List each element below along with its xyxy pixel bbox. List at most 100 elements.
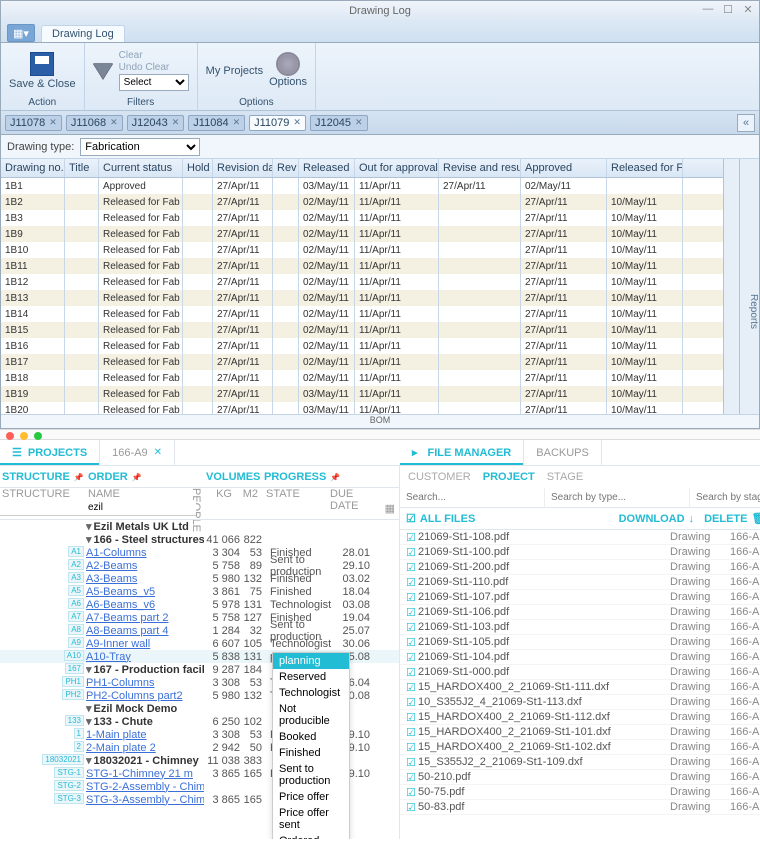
my-projects-button[interactable]: My Projects bbox=[206, 65, 263, 77]
table-row[interactable]: 1B17 Released for Fab 27/Apr/11 02/May/1… bbox=[1, 354, 723, 370]
table-row[interactable]: 1B9 Released for Fab 27/Apr/11 02/May/11… bbox=[1, 226, 723, 242]
file-row[interactable]: 21069-St1-200.pdfDrawing166-A1 bbox=[400, 560, 760, 575]
menu-item[interactable]: Price offer sent bbox=[273, 805, 349, 833]
pin-icon[interactable] bbox=[74, 471, 84, 483]
file-checkbox[interactable] bbox=[406, 681, 418, 694]
col-released[interactable]: Released bbox=[299, 159, 355, 177]
file-checkbox[interactable] bbox=[406, 546, 418, 559]
close-tab-icon[interactable]: ✕ bbox=[110, 117, 118, 128]
project-row[interactable]: A5 A5-Beams_v5 3 86175 Finished18.04 bbox=[0, 585, 399, 598]
tab-backups[interactable]: BACKUPS bbox=[524, 440, 602, 465]
menu-item[interactable]: Sent to production bbox=[273, 761, 349, 789]
collapse-panel-icon[interactable]: « bbox=[737, 114, 755, 132]
file-checkbox[interactable] bbox=[406, 696, 418, 709]
delete-button[interactable]: DELETE bbox=[704, 513, 747, 525]
home-button[interactable]: ▦▾ bbox=[7, 24, 35, 42]
table-row[interactable]: 1B14 Released for Fab 27/Apr/11 02/May/1… bbox=[1, 306, 723, 322]
file-checkbox[interactable] bbox=[406, 651, 418, 664]
file-row[interactable]: 50-83.pdfDrawing166-A2 bbox=[400, 800, 760, 815]
download-button[interactable]: DOWNLOAD bbox=[619, 513, 685, 525]
menu-item[interactable]: Finished bbox=[273, 745, 349, 761]
menu-item[interactable]: planning bbox=[273, 653, 349, 669]
file-checkbox[interactable] bbox=[406, 591, 418, 604]
search-stage-input[interactable] bbox=[689, 488, 760, 507]
file-checkbox[interactable] bbox=[406, 531, 418, 544]
file-checkbox[interactable] bbox=[406, 561, 418, 574]
file-row[interactable]: 21069-St1-104.pdfDrawing166-A1 bbox=[400, 650, 760, 665]
tab-job[interactable]: 166-A9 ✕ bbox=[100, 440, 175, 465]
file-checkbox[interactable] bbox=[406, 726, 418, 739]
menu-item[interactable]: Technologist bbox=[273, 685, 349, 701]
bom-tab[interactable]: BOM bbox=[1, 414, 759, 428]
file-checkbox[interactable] bbox=[406, 786, 418, 799]
file-row[interactable]: 21069-St1-106.pdfDrawing166-A1 bbox=[400, 605, 760, 620]
project-row[interactable]: A2 A2-Beams 5 75889 Sent to production29… bbox=[0, 559, 399, 572]
crumb-project[interactable]: PROJECT bbox=[483, 471, 535, 483]
head-progress[interactable]: PROGRESS bbox=[264, 471, 326, 483]
table-row[interactable]: 1B18 Released for Fab 27/Apr/11 02/May/1… bbox=[1, 370, 723, 386]
file-checkbox[interactable] bbox=[406, 576, 418, 589]
project-row[interactable]: A6 A6-Beams_v6 5 978131 Technologist03.0… bbox=[0, 598, 399, 611]
job-tab[interactable]: J12045✕ bbox=[310, 115, 368, 131]
file-checkbox[interactable] bbox=[406, 666, 418, 679]
job-tab[interactable]: J11084✕ bbox=[188, 115, 245, 131]
file-checkbox[interactable] bbox=[406, 741, 418, 754]
filter-button[interactable] bbox=[93, 63, 113, 79]
file-row[interactable]: 50-75.pdfDrawing166-A2 bbox=[400, 785, 760, 800]
file-checkbox[interactable] bbox=[406, 801, 418, 814]
file-row[interactable]: 15_S355J2_2_21069-St1-109.dxfDrawing166-… bbox=[400, 755, 760, 770]
filter-name-input[interactable] bbox=[86, 500, 196, 516]
tab-file-manager[interactable]: FILE MANAGER bbox=[400, 440, 524, 465]
job-tab[interactable]: J11078✕ bbox=[5, 115, 62, 131]
file-row[interactable]: 50-210.pdfDrawing166-A2 bbox=[400, 770, 760, 785]
table-row[interactable]: 1B2 Released for Fab 27/Apr/11 02/May/11… bbox=[1, 194, 723, 210]
file-row[interactable]: 21069-St1-000.pdfDrawing166-A1 bbox=[400, 665, 760, 680]
col-title[interactable]: Title bbox=[65, 159, 99, 177]
search-input[interactable] bbox=[400, 488, 544, 507]
file-row[interactable]: 21069-St1-100.pdfDrawing166-A1 bbox=[400, 545, 760, 560]
file-row[interactable]: 21069-St1-110.pdfDrawing166-A1 bbox=[400, 575, 760, 590]
col-out-for-approval[interactable]: Out for approval bbox=[355, 159, 439, 177]
col-hold[interactable]: Hold bbox=[183, 159, 213, 177]
pin-icon[interactable] bbox=[132, 471, 142, 483]
file-checkbox[interactable] bbox=[406, 756, 418, 769]
close-icon[interactable]: ✕ bbox=[741, 3, 755, 16]
crumb-customer[interactable]: CUSTOMER bbox=[408, 471, 471, 483]
head-structure[interactable]: STRUCTURE bbox=[2, 471, 70, 483]
job-tab[interactable]: J11068✕ bbox=[66, 115, 123, 131]
mac-minimize-icon[interactable] bbox=[20, 432, 28, 440]
table-row[interactable]: 1B10 Released for Fab 27/Apr/11 02/May/1… bbox=[1, 242, 723, 258]
menu-item[interactable]: Ordered bbox=[273, 833, 349, 839]
tab-projects[interactable]: ☰ PROJECTS bbox=[0, 440, 100, 465]
close-tab-icon[interactable]: ✕ bbox=[172, 117, 180, 128]
head-volumes[interactable]: VOLUMES bbox=[206, 471, 260, 483]
table-row[interactable]: 1B16 Released for Fab 27/Apr/11 02/May/1… bbox=[1, 338, 723, 354]
table-row[interactable]: 1B1 Approved 27/Apr/11 03/May/11 11/Apr/… bbox=[1, 178, 723, 194]
file-checkbox[interactable] bbox=[406, 711, 418, 724]
file-row[interactable]: 15_HARDOX400_2_21069-St1-102.dxfDrawing1… bbox=[400, 740, 760, 755]
col-revision-date[interactable]: Revision date bbox=[213, 159, 273, 177]
file-checkbox[interactable] bbox=[406, 636, 418, 649]
file-row[interactable]: 21069-St1-108.pdfDrawing166-A1 bbox=[400, 530, 760, 545]
mac-zoom-icon[interactable] bbox=[34, 432, 42, 440]
reports-side-tab[interactable]: Reports bbox=[739, 159, 759, 414]
project-row[interactable]: A1 A1-Columns 3 30453 Finished28.01 bbox=[0, 546, 399, 559]
save-close-button[interactable]: Save & Close bbox=[9, 52, 76, 90]
menu-item[interactable]: Price offer bbox=[273, 789, 349, 805]
filter-structure-input[interactable] bbox=[0, 500, 86, 516]
project-row[interactable]: ▾Ezil Metals UK Ltd bbox=[0, 520, 399, 533]
file-row[interactable]: 21069-St1-107.pdfDrawing166-A1 bbox=[400, 590, 760, 605]
project-row[interactable]: ▾166 - Steel structures 41 066822 bbox=[0, 533, 399, 546]
col-rev[interactable]: Rev bbox=[273, 159, 299, 177]
menu-item[interactable]: Not producible bbox=[273, 701, 349, 729]
options-button[interactable]: Options bbox=[269, 54, 307, 88]
file-row[interactable]: 15_HARDOX400_2_21069-St1-111.dxfDrawing1… bbox=[400, 680, 760, 695]
file-checkbox[interactable] bbox=[406, 606, 418, 619]
pin-icon[interactable] bbox=[330, 471, 340, 483]
table-row[interactable]: 1B15 Released for Fab 27/Apr/11 02/May/1… bbox=[1, 322, 723, 338]
menu-item[interactable]: Booked bbox=[273, 729, 349, 745]
calendar-icon[interactable]: ▦ bbox=[381, 500, 399, 519]
clear-link[interactable]: Clear bbox=[119, 50, 189, 61]
table-row[interactable]: 1B20 Released for Fab 27/Apr/11 03/May/1… bbox=[1, 402, 723, 414]
col-approved[interactable]: Approved bbox=[521, 159, 607, 177]
